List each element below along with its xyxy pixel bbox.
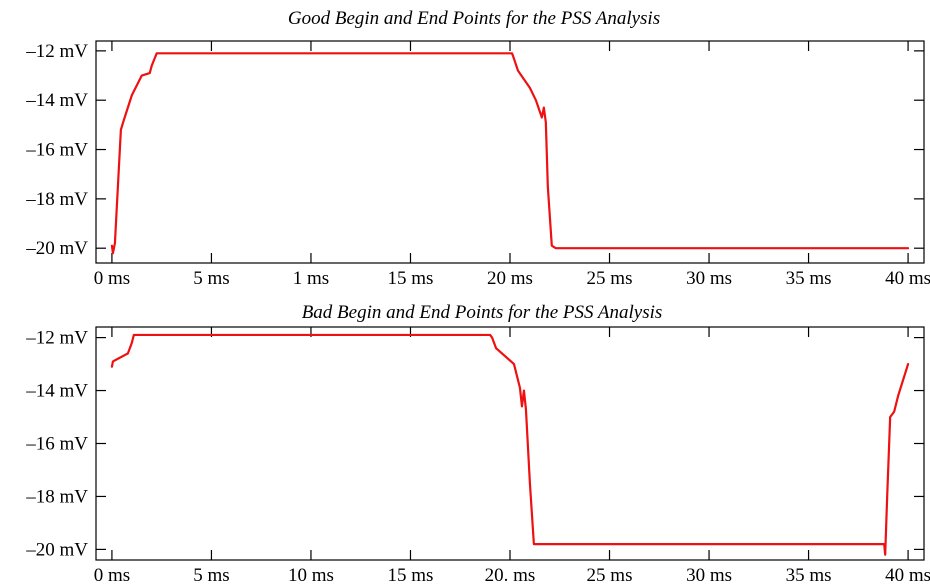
x-tick-label: 15 ms [388,565,434,584]
bottom-chart-bad-points: Bad Begin and End Points for the PSS Ana… [25,302,930,584]
y-tick-label: –12 mV [25,328,88,349]
x-tick-label: 40 ms [885,268,930,289]
x-tick-label: 25 ms [587,565,633,584]
x-tick-label: 5 ms [193,268,229,289]
y-tick-label: –16 mV [25,140,88,161]
y-tick-label: –14 mV [25,381,88,402]
x-tick-label: 35 ms [786,268,832,289]
x-tick-label: 20 ms [487,268,533,289]
series-group [110,52,910,255]
chart-title: Bad Begin and End Points for the PSS Ana… [302,302,663,323]
x-tick-label: 0 ms [94,565,130,584]
x-tick-label: 1 ms [293,268,329,289]
x-tick-label: 15 ms [388,268,434,289]
chart-title: Good Begin and End Points for the PSS An… [288,8,660,29]
x-tick-label: 10 ms [288,565,334,584]
y-tick-label: –16 mV [25,434,88,455]
x-tick-label: 40 ms [885,565,930,584]
x-tick-label: 20. ms [485,565,536,584]
axis-ticks [96,327,924,560]
x-tick-label: 5 ms [193,565,229,584]
x-tick-label: 0 ms [94,268,130,289]
x-tick-label: 30 ms [686,565,732,584]
y-tick-label: –20 mV [25,539,88,560]
axis-ticks [96,41,924,263]
series-line [110,333,910,556]
top-chart-good-points: Good Begin and End Points for the PSS An… [25,8,930,289]
y-tick-label: –14 mV [25,90,88,111]
x-tick-label: 25 ms [587,268,633,289]
tick-labels: 0 ms 5 ms 10 ms 15 ms 20. ms 25 ms 30 ms 35 ms 4… [25,328,930,584]
x-tick-label: 35 ms [786,565,832,584]
y-tick-label: –20 mV [25,238,88,259]
x-tick-label: 30 ms [686,268,732,289]
y-tick-label: –18 mV [25,486,88,507]
series-group [110,333,910,556]
series-line [110,52,910,255]
y-tick-label: –12 mV [25,41,88,62]
plot-frame [95,40,925,264]
tick-labels: 0 ms 5 ms 1 ms 15 ms 20 ms 25 ms 30 ms 35 ms 40 … [25,41,930,289]
y-tick-label: –18 mV [25,189,88,210]
